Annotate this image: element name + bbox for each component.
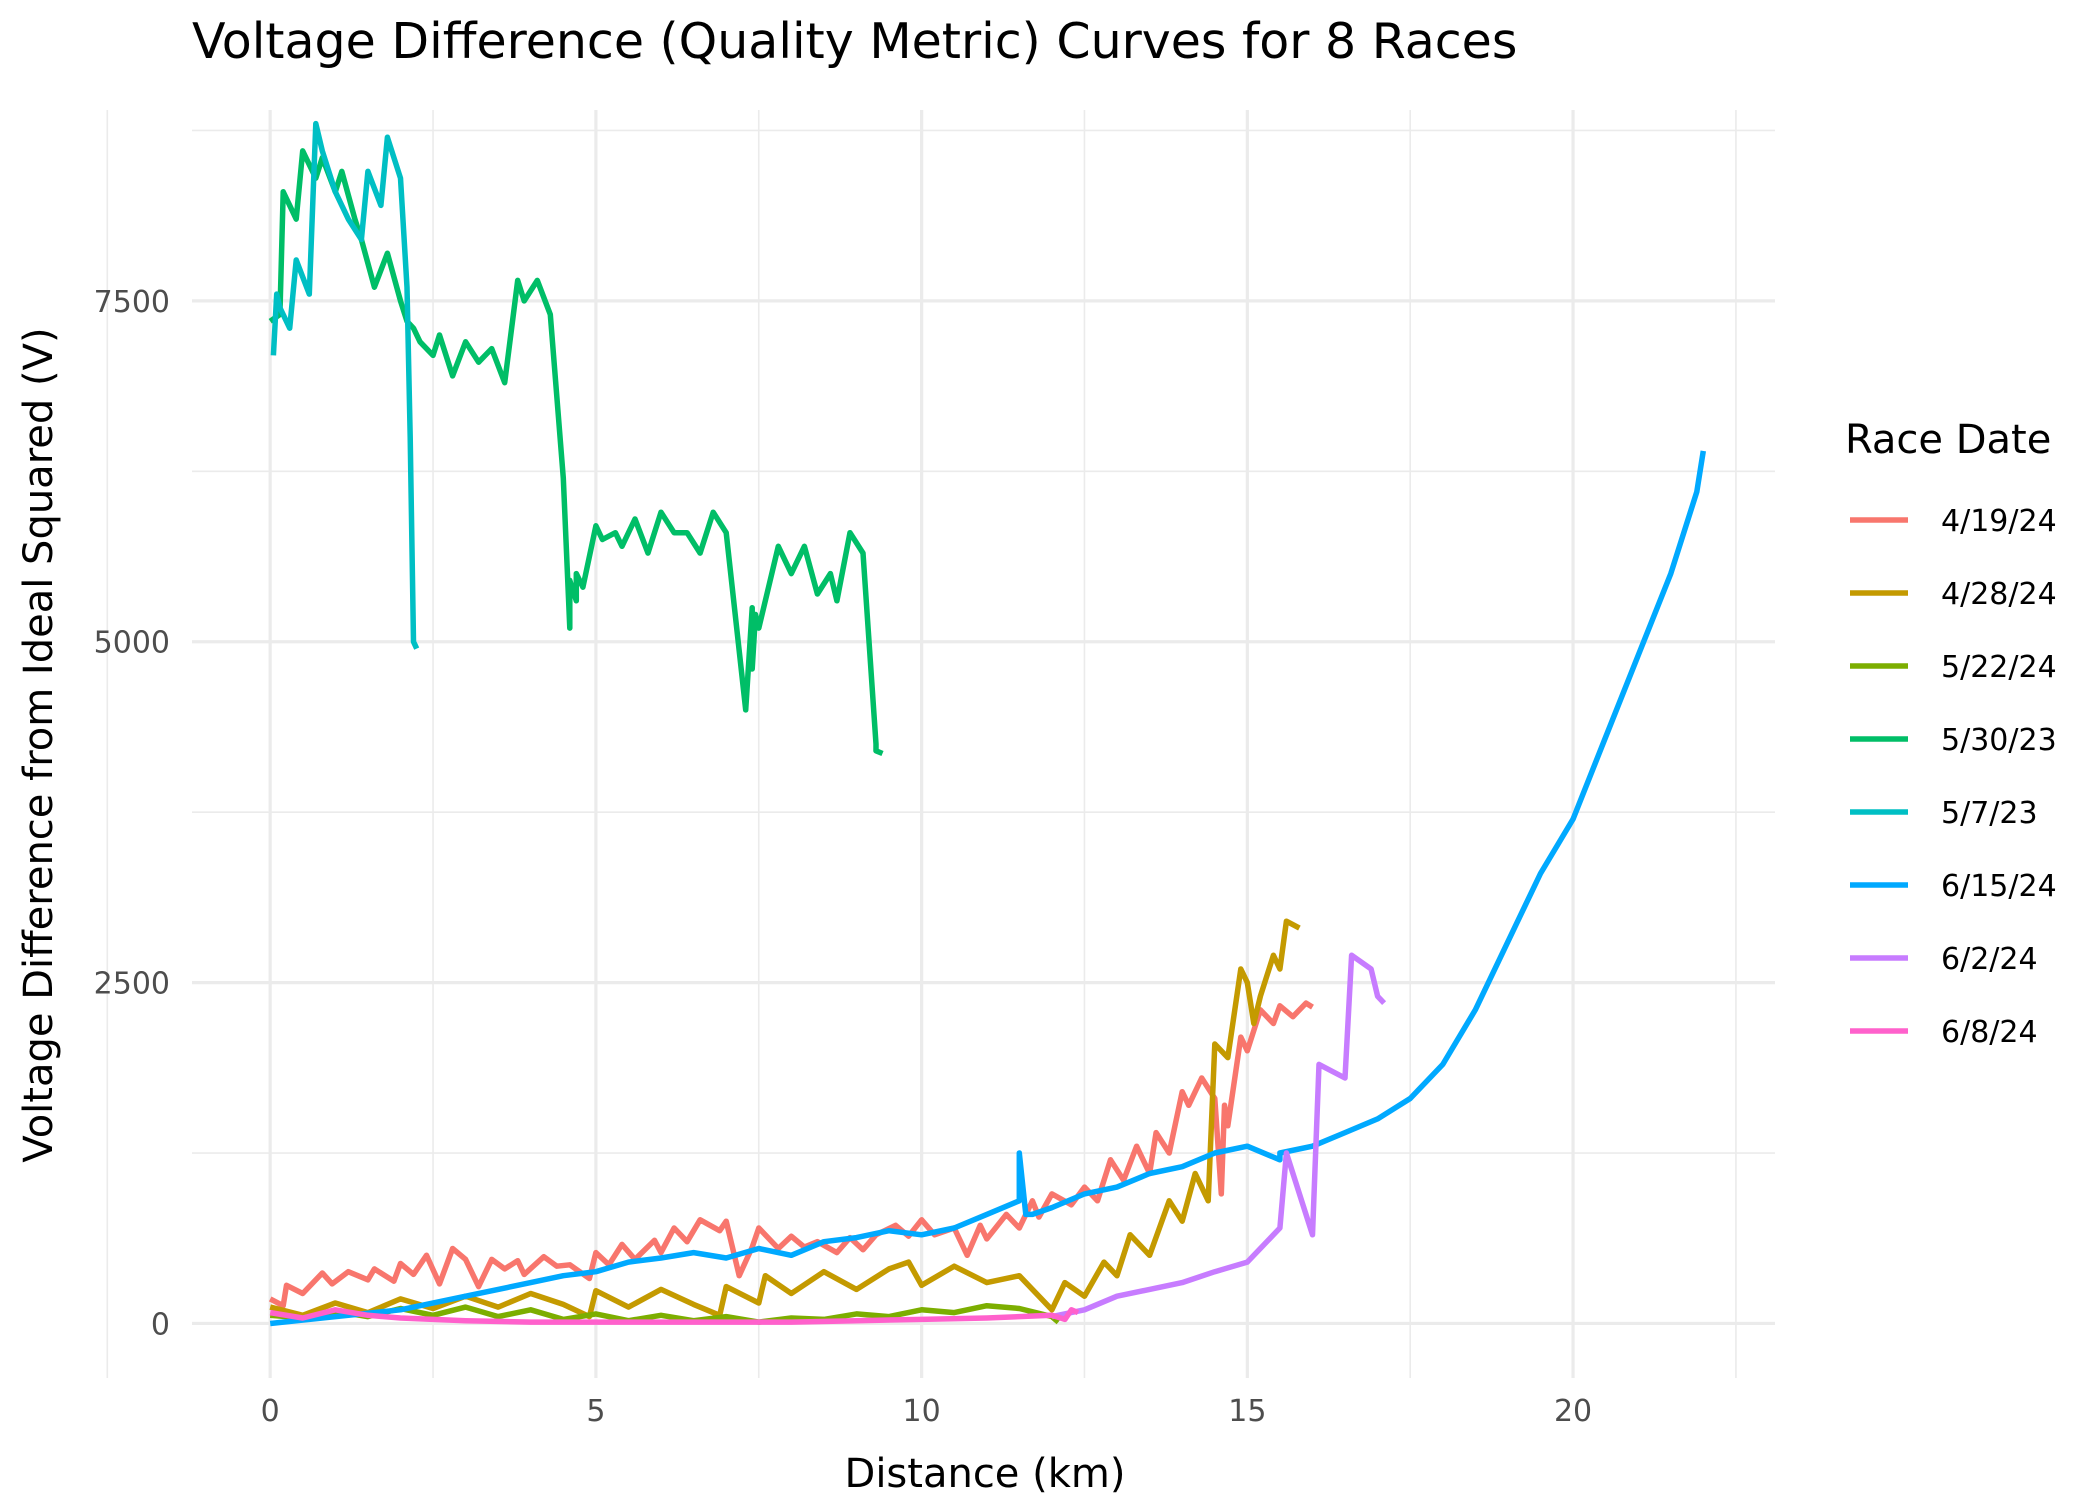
legend-label: 6/8/24 bbox=[1941, 1015, 2038, 1050]
legend-title: Race Date bbox=[1845, 417, 2051, 463]
x-tick-label: 0 bbox=[261, 1394, 280, 1429]
series-line-6-8-24 bbox=[269, 1307, 1080, 1325]
legend-label: 4/19/24 bbox=[1941, 504, 2057, 539]
legend-label: 5/22/24 bbox=[1941, 650, 2057, 685]
y-axis-title: Voltage Difference from Ideal Squared (V… bbox=[16, 327, 62, 1162]
grid bbox=[106, 110, 1775, 1378]
legend-label: 4/28/24 bbox=[1941, 577, 2057, 612]
series-line-6-2-24 bbox=[1051, 952, 1387, 1320]
y-tick-label: 0 bbox=[151, 1307, 170, 1342]
x-axis-title: Distance (km) bbox=[845, 1451, 1126, 1497]
series-line-5-30-23 bbox=[268, 148, 884, 757]
y-tick-label: 2500 bbox=[94, 967, 170, 1002]
x-tick-label: 20 bbox=[1554, 1394, 1592, 1429]
legend-label: 5/7/23 bbox=[1941, 796, 2038, 831]
x-tick-label: 15 bbox=[1228, 1394, 1266, 1429]
series-line-6-15-24 bbox=[269, 450, 1707, 1327]
legend-label: 6/2/24 bbox=[1941, 942, 2038, 977]
x-axis-ticks: 0 5 10 15 20 bbox=[261, 1394, 1593, 1429]
legend-items: 4/19/24 4/28/24 5/22/24 5/30/23 5/7/23 6/15/2… bbox=[1850, 504, 2057, 1050]
x-tick-label: 10 bbox=[903, 1394, 941, 1429]
series-line-5-7-23 bbox=[270, 120, 420, 650]
series-line-4-19-24 bbox=[268, 1000, 1314, 1309]
y-tick-label: 5000 bbox=[94, 626, 170, 661]
chart-title: Voltage Difference (Quality Metric) Curv… bbox=[192, 13, 1517, 70]
legend: Race Date 4/19/24 4/28/24 5/22/24 5/30/23 5/… bbox=[1845, 417, 2057, 1050]
legend-label: 5/30/23 bbox=[1941, 723, 2057, 758]
series-lines bbox=[268, 120, 1707, 1327]
y-tick-label: 7500 bbox=[94, 285, 170, 320]
series-line-4-28-24 bbox=[269, 918, 1301, 1320]
y-axis-ticks: 0 2500 5000 7500 bbox=[94, 285, 170, 1343]
x-tick-label: 5 bbox=[586, 1394, 605, 1429]
legend-label: 6/15/24 bbox=[1941, 869, 2057, 904]
